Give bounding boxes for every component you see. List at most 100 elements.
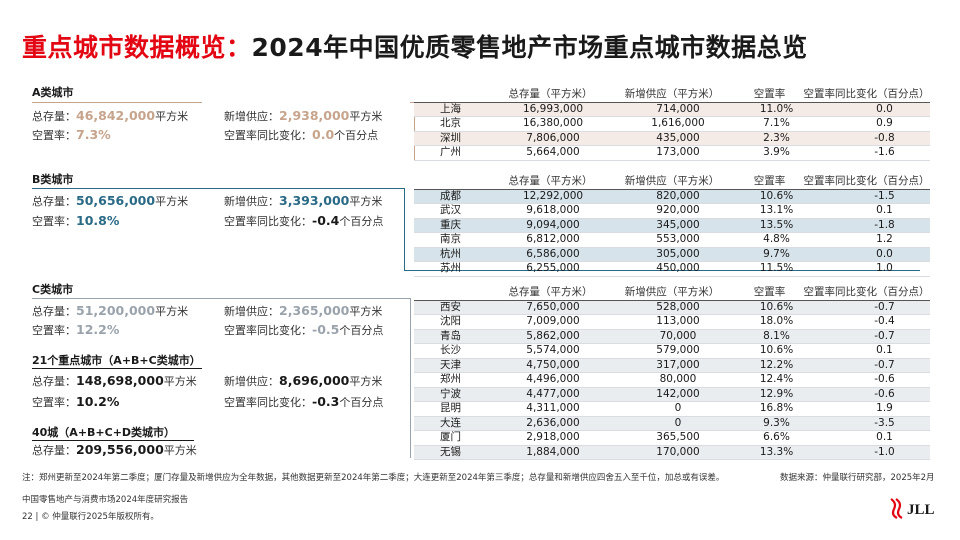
tier-c-change-label: 空置率同比变化： <box>224 324 312 337</box>
stock-cell: 16,993,000 <box>493 102 608 117</box>
city-cell: 苏州 <box>414 261 493 277</box>
stock-cell: 6,812,000 <box>493 232 608 248</box>
table-row: 长沙 5,574,000 579,000 10.6% 0.1 <box>414 343 930 359</box>
tier-b-vacancy-value: 10.8% <box>76 213 120 228</box>
key21-stock: 总存量：148,698,000平方米 <box>32 373 197 389</box>
table-row: 上海 16,993,000 714,000 11.0% 0.0 <box>414 102 930 117</box>
supply-cell: 435,000 <box>608 131 736 146</box>
tier-a-bottom-rule <box>414 160 920 161</box>
stock-cell: 12,292,000 <box>493 189 608 204</box>
supply-cell: 579,000 <box>608 343 736 359</box>
tier-a-vacancy: 空置率：7.3% <box>32 127 111 143</box>
table-row: 苏州 6,255,000 450,000 11.5% 1.0 <box>414 261 930 277</box>
stock-cell: 2,918,000 <box>493 430 608 446</box>
vacancy-cell: 12.4% <box>736 372 803 388</box>
tier-b-bracket <box>404 188 405 270</box>
table-header-cell: 新增供应（平方米） <box>608 175 736 190</box>
supply-cell: 450,000 <box>608 261 736 277</box>
change-cell: -0.7 <box>803 300 930 315</box>
key21-change-value: -0.3 <box>312 394 340 409</box>
city-cell: 长沙 <box>414 343 493 359</box>
tier-a-stock-label: 总存量： <box>32 110 76 123</box>
data-source: 数据来源：仲量联行研究部，2025年2月 <box>780 473 935 483</box>
table-row: 青岛 5,862,000 70,000 8.1% -0.7 <box>414 329 930 344</box>
supply-cell: 0 <box>608 416 736 431</box>
stock-cell: 16,380,000 <box>493 116 608 132</box>
tier-a-change: 空置率同比变化：0.0个百分点 <box>224 127 378 143</box>
change-cell: -0.4 <box>803 314 930 330</box>
table-row: 成都 12,292,000 820,000 10.6% -1.5 <box>414 189 930 204</box>
table-row: 厦门 2,918,000 365,500 6.6% 0.1 <box>414 430 930 446</box>
key21-vacancy: 空置率：10.2% <box>32 394 119 410</box>
supply-cell: 170,000 <box>608 445 736 460</box>
supply-cell: 173,000 <box>608 145 736 161</box>
vacancy-cell: 11.5% <box>736 261 803 277</box>
city40-underline <box>32 440 194 441</box>
stock-cell: 9,618,000 <box>493 203 608 219</box>
key21-vacancy-label: 空置率： <box>32 396 76 409</box>
change-cell: -3.5 <box>803 416 930 431</box>
table-row: 大连 2,636,000 0 9.3% -3.5 <box>414 416 930 431</box>
vacancy-cell: 16.8% <box>736 401 803 417</box>
tier-a-stock-unit: 平方米 <box>155 110 189 123</box>
copyright-footer: 22 | © 仲量联行2025年版权所有。 <box>22 512 159 522</box>
table-row: 宁波 4,477,000 142,000 12.9% -0.6 <box>414 387 930 402</box>
table-row: 沈阳 7,009,000 113,000 18.0% -0.4 <box>414 314 930 330</box>
vacancy-cell: 9.7% <box>736 247 803 262</box>
key21-underline <box>32 368 202 369</box>
table-header-cell: 总存量（平方米） <box>493 286 608 301</box>
tier-b-underline <box>32 188 404 189</box>
vacancy-cell: 12.9% <box>736 387 803 402</box>
tier-c-supply-label: 新增供应： <box>224 305 279 318</box>
supply-cell: 920,000 <box>608 203 736 219</box>
key21-heading: 21个重点城市（A+B+C类城市） <box>32 354 201 367</box>
table-header-cell: 新增供应（平方米） <box>608 88 736 103</box>
table-row: 北京 16,380,000 1,616,000 7.1% 0.9 <box>414 116 930 132</box>
vacancy-cell: 12.2% <box>736 358 803 373</box>
vacancy-cell: 13.5% <box>736 218 803 233</box>
tier-a-supply-unit: 平方米 <box>349 110 383 123</box>
tier-b-stock-value: 50,656,000 <box>76 193 156 208</box>
tier-c-stock-value: 51,200,000 <box>76 303 156 318</box>
city-cell: 昆明 <box>414 401 493 417</box>
vacancy-cell: 6.6% <box>736 430 803 446</box>
tier-a-stock-value: 46,842,000 <box>76 108 156 123</box>
tier-a-change-unit: 个百分点 <box>334 129 379 142</box>
vacancy-cell: 10.6% <box>736 189 803 204</box>
supply-cell: 365,500 <box>608 430 736 446</box>
tier-b-supply-label: 新增供应： <box>224 195 279 208</box>
stock-cell: 6,586,000 <box>493 247 608 262</box>
city-cell: 武汉 <box>414 203 493 219</box>
city-cell: 上海 <box>414 102 493 117</box>
supply-cell: 317,000 <box>608 358 736 373</box>
supply-cell: 142,000 <box>608 387 736 402</box>
tier-b-change-value: -0.4 <box>312 213 340 228</box>
tier-a-supply: 新增供应：2,938,000平方米 <box>224 108 382 124</box>
vacancy-cell: 13.3% <box>736 445 803 460</box>
city-cell: 大连 <box>414 416 493 431</box>
change-cell: -1.8 <box>803 218 930 233</box>
table-header-row: 总存量（平方米） 新增供应（平方米） 空置率 空置率同比变化（百分点） <box>414 286 930 301</box>
city-cell: 无锡 <box>414 445 493 460</box>
change-cell: -1.0 <box>803 445 930 460</box>
table-row: 南京 6,812,000 553,000 4.8% 1.2 <box>414 232 930 248</box>
stock-cell: 1,884,000 <box>493 445 608 460</box>
change-cell: 1.2 <box>803 232 930 248</box>
table-header-row: 总存量（平方米） 新增供应（平方米） 空置率 空置率同比变化（百分点） <box>414 88 930 103</box>
city40-stock-unit: 平方米 <box>163 444 197 457</box>
change-cell: -1.6 <box>803 145 930 161</box>
city-cell: 重庆 <box>414 218 493 233</box>
city-cell: 西安 <box>414 300 493 315</box>
city40-stock-value: 209,556,000 <box>76 442 164 457</box>
tier-b-supply-unit: 平方米 <box>349 195 383 208</box>
table-header-cell <box>414 175 493 190</box>
stock-cell: 5,862,000 <box>493 329 608 344</box>
tier-b-vacancy-label: 空置率： <box>32 215 76 228</box>
change-cell: 0.1 <box>803 343 930 359</box>
table-header-cell: 总存量（平方米） <box>493 88 608 103</box>
stock-cell: 9,094,000 <box>493 218 608 233</box>
tier-a-supply-value: 2,938,000 <box>279 108 350 123</box>
tier-c-supply: 新增供应：2,365,000平方米 <box>224 303 382 319</box>
tier-c-change: 空置率同比变化：-0.5个百分点 <box>224 322 383 338</box>
tier-a-supply-label: 新增供应： <box>224 110 279 123</box>
